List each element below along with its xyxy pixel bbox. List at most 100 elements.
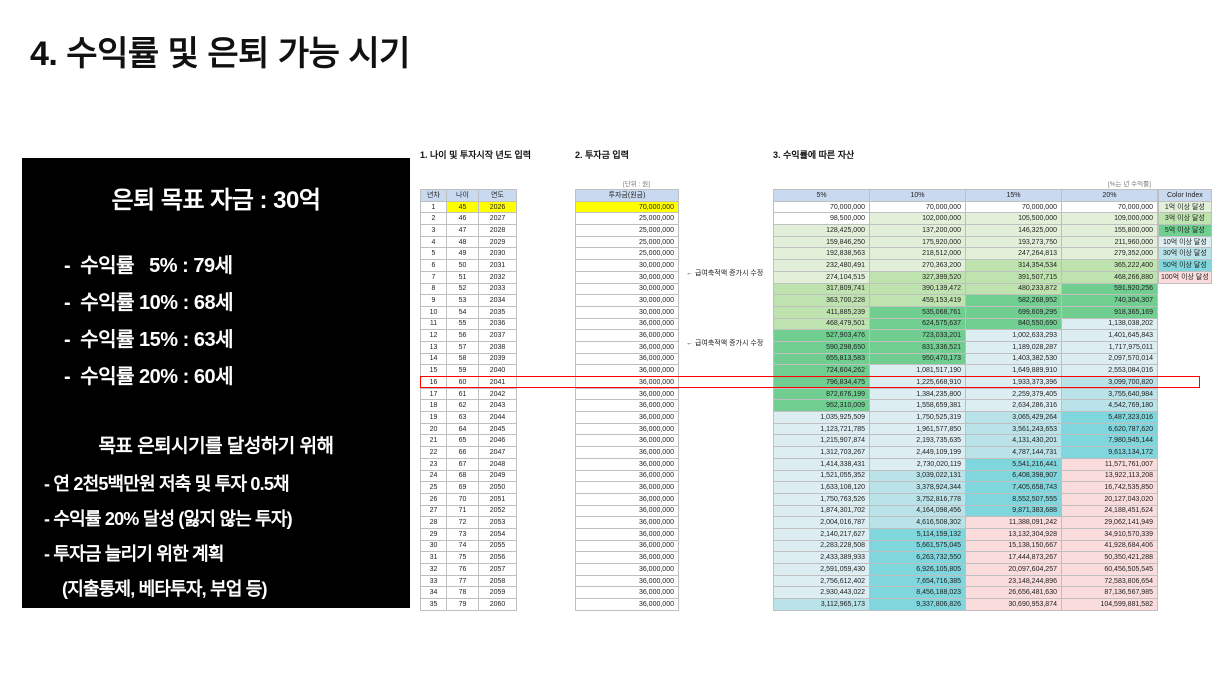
cell-year[interactable]: 2047 [478,446,517,459]
cell-principal[interactable]: 36,000,000 [575,481,679,494]
table-row[interactable]: 128,425,000 137,200,000 146,325,000 155,800… [773,224,1158,237]
cell-asset-5%[interactable]: 2,433,389,933 [773,551,870,564]
cell-asset-20%[interactable]: 4,542,769,180 [1061,399,1158,413]
table-row[interactable]: 19 63 2044 [420,411,517,424]
cell-asset-5%[interactable]: 1,123,721,785 [773,422,870,436]
cell-yearno[interactable]: 27 [420,504,447,518]
cell-yearno[interactable]: 32 [420,563,447,576]
cell-asset-20%[interactable]: 1,401,645,843 [1061,329,1158,342]
cell-year[interactable]: 2053 [478,516,517,529]
cell-year[interactable]: 2031 [478,259,517,272]
cell-age[interactable]: 69 [446,481,479,494]
cell-asset-15%[interactable]: 8,552,507,555 [965,492,1062,506]
cell-asset-15%[interactable]: 3,065,429,264 [965,411,1062,424]
table-row[interactable]: 11 55 2036 [420,317,517,331]
cell-yearno[interactable]: 14 [420,352,447,366]
table-row[interactable]: 30,000,000 [575,294,679,307]
cell-age[interactable]: 79 [446,598,479,611]
cell-asset-15%[interactable]: 146,325,000 [965,224,1062,237]
cell-asset-20%[interactable]: 1,138,038,202 [1061,317,1158,331]
table-row[interactable]: 2,283,228,508 5,661,575,045 15,138,150,667… [773,539,1158,553]
cell-asset-20%[interactable]: 13,922,113,208 [1061,469,1158,483]
table-row[interactable]: 36,000,000 [575,516,679,529]
cell-year[interactable]: 2034 [478,294,517,307]
cell-age[interactable]: 49 [446,247,479,261]
table-row[interactable]: 5 49 2030 [420,247,517,261]
age-table[interactable]: 년차 나이 연도 1 45 2026 2 46 2027 3 47 2028 4 48 2029 5 49… [420,189,517,611]
cell-year[interactable]: 2054 [478,527,517,541]
cell-asset-5%[interactable]: 1,521,055,352 [773,469,870,483]
cell-asset-20%[interactable]: 6,620,787,620 [1061,422,1158,436]
table-row[interactable]: 1 45 2026 [420,200,517,214]
cell-age[interactable]: 73 [446,527,479,541]
cell-principal[interactable]: 25,000,000 [575,235,679,249]
table-row[interactable]: 2,004,016,787 4,616,508,302 11,388,091,242… [773,516,1158,529]
cell-asset-5%[interactable]: 192,838,563 [773,247,870,261]
cell-year[interactable]: 2045 [478,422,517,436]
cell-asset-10%[interactable]: 102,000,000 [869,212,966,226]
cell-asset-20%[interactable]: 87,136,567,985 [1061,586,1158,600]
cell-asset-10%[interactable]: 1,558,659,381 [869,399,966,413]
table-row[interactable]: 36,000,000 [575,376,679,389]
table-row[interactable]: 14 58 2039 [420,352,517,366]
cell-principal[interactable]: 36,000,000 [575,586,679,600]
cell-principal[interactable]: 36,000,000 [575,504,679,518]
table-row[interactable]: 36,000,000 [575,317,679,331]
cell-asset-15%[interactable]: 17,444,873,267 [965,551,1062,564]
cell-asset-15%[interactable]: 26,656,481,630 [965,586,1062,600]
table-row[interactable]: 36,000,000 [575,586,679,600]
cell-age[interactable]: 53 [446,294,479,307]
table-row[interactable]: 7 51 2032 [420,270,517,284]
cell-asset-5%[interactable]: 2,283,228,508 [773,539,870,553]
cell-age[interactable]: 65 [446,434,479,448]
cell-principal[interactable]: 30,000,000 [575,282,679,296]
cell-year[interactable]: 2038 [478,340,517,354]
cell-asset-15%[interactable]: 9,871,383,688 [965,504,1062,518]
table-row[interactable]: 36,000,000 [575,411,679,424]
cell-asset-5%[interactable]: 724,604,262 [773,364,870,377]
cell-principal[interactable]: 36,000,000 [575,434,679,448]
cell-asset-5%[interactable]: 159,846,250 [773,235,870,249]
table-row[interactable]: 3,112,965,173 9,337,806,826 30,690,953,874… [773,598,1158,611]
cell-age[interactable]: 71 [446,504,479,518]
table-row[interactable]: 159,846,250 175,920,000 193,273,750 211,960… [773,235,1158,249]
cell-year[interactable]: 2051 [478,492,517,506]
table-row[interactable]: 15 59 2040 [420,364,517,377]
cell-asset-20%[interactable]: 918,365,169 [1061,305,1158,319]
cell-asset-5%[interactable]: 2,140,217,627 [773,527,870,541]
cell-yearno[interactable]: 26 [420,492,447,506]
table-row[interactable]: 1,633,108,120 3,378,924,344 7,405,658,743 1… [773,481,1158,494]
cell-yearno[interactable]: 8 [420,282,447,296]
cell-asset-10%[interactable]: 535,068,761 [869,305,966,319]
cell-age[interactable]: 55 [446,317,479,331]
table-row[interactable]: 36,000,000 [575,399,679,413]
cell-yearno[interactable]: 35 [420,598,447,611]
cell-yearno[interactable]: 13 [420,340,447,354]
cell-asset-20%[interactable]: 740,304,307 [1061,294,1158,307]
cell-year[interactable]: 2033 [478,282,517,296]
cell-principal[interactable]: 36,000,000 [575,364,679,377]
table-row[interactable]: 25,000,000 [575,224,679,237]
table-row[interactable]: 1,874,301,702 4,164,098,456 9,871,383,688 2… [773,504,1158,518]
cell-asset-10%[interactable]: 723,033,201 [869,329,966,342]
cell-asset-15%[interactable]: 13,132,304,928 [965,527,1062,541]
cell-asset-5%[interactable]: 1,035,925,509 [773,411,870,424]
cell-yearno[interactable]: 17 [420,387,447,401]
cell-asset-10%[interactable]: 137,200,000 [869,224,966,237]
table-row[interactable]: 274,104,515 327,399,520 391,507,715 468,266… [773,270,1158,284]
cell-year[interactable]: 2050 [478,481,517,494]
cell-principal[interactable]: 25,000,000 [575,224,679,237]
cell-yearno[interactable]: 2 [420,212,447,226]
cell-principal[interactable]: 36,000,000 [575,539,679,553]
cell-asset-20%[interactable]: 3,099,700,820 [1061,376,1158,389]
cell-age[interactable]: 48 [446,235,479,249]
cell-age[interactable]: 77 [446,574,479,588]
cell-asset-10%[interactable]: 3,752,816,778 [869,492,966,506]
cell-year[interactable]: 2037 [478,329,517,342]
cell-yearno[interactable]: 1 [420,200,447,214]
cell-age[interactable]: 64 [446,422,479,436]
table-row[interactable]: 1,215,907,874 2,193,735,635 4,131,430,201 7… [773,434,1158,448]
cell-year[interactable]: 2039 [478,352,517,366]
table-row[interactable]: 2 46 2027 [420,212,517,226]
cell-asset-5%[interactable]: 527,903,476 [773,329,870,342]
